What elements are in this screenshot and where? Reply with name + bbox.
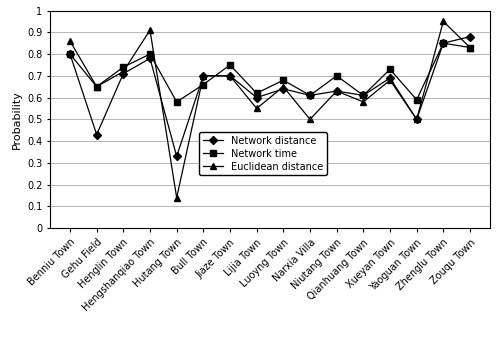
Network distance — [174, 154, 180, 158]
Network distance — [334, 89, 340, 93]
Network time — [334, 74, 340, 78]
Line: Network distance: Network distance — [67, 34, 473, 159]
Euclidean distance — [414, 117, 420, 121]
Line: Network time: Network time — [67, 40, 473, 105]
Network distance — [67, 52, 73, 56]
Network time — [280, 78, 286, 82]
Network distance — [280, 87, 286, 91]
Euclidean distance — [387, 78, 393, 82]
Euclidean distance — [147, 28, 153, 32]
Network distance — [120, 72, 126, 76]
Network time — [227, 63, 233, 67]
Network time — [94, 85, 100, 89]
Network time — [67, 52, 73, 56]
Network distance — [387, 76, 393, 80]
Legend: Network distance, Network time, Euclidean distance: Network distance, Network time, Euclidea… — [200, 132, 326, 176]
Network distance — [200, 74, 206, 78]
Euclidean distance — [94, 85, 100, 89]
Euclidean distance — [174, 196, 180, 200]
Euclidean distance — [334, 89, 340, 93]
Network time — [440, 41, 446, 45]
Euclidean distance — [67, 39, 73, 43]
Network time — [307, 93, 313, 98]
Euclidean distance — [360, 100, 366, 104]
Euclidean distance — [200, 74, 206, 78]
Network distance — [440, 41, 446, 45]
Euclidean distance — [120, 69, 126, 74]
Network distance — [254, 95, 260, 100]
Network distance — [360, 93, 366, 98]
Network time — [174, 100, 180, 104]
Euclidean distance — [254, 106, 260, 111]
Euclidean distance — [440, 19, 446, 24]
Network distance — [414, 117, 420, 121]
Euclidean distance — [280, 85, 286, 89]
Network time — [387, 67, 393, 71]
Network time — [414, 98, 420, 102]
Euclidean distance — [307, 117, 313, 121]
Network time — [120, 65, 126, 69]
Euclidean distance — [227, 74, 233, 78]
Network time — [360, 93, 366, 98]
Network time — [147, 52, 153, 56]
Network time — [467, 45, 473, 49]
Network distance — [94, 132, 100, 137]
Network distance — [467, 34, 473, 39]
Network distance — [227, 74, 233, 78]
Y-axis label: Probability: Probability — [12, 90, 22, 149]
Network time — [254, 91, 260, 95]
Euclidean distance — [467, 45, 473, 49]
Line: Euclidean distance: Euclidean distance — [67, 19, 473, 200]
Network time — [200, 82, 206, 87]
Network distance — [307, 93, 313, 98]
Network distance — [147, 56, 153, 60]
